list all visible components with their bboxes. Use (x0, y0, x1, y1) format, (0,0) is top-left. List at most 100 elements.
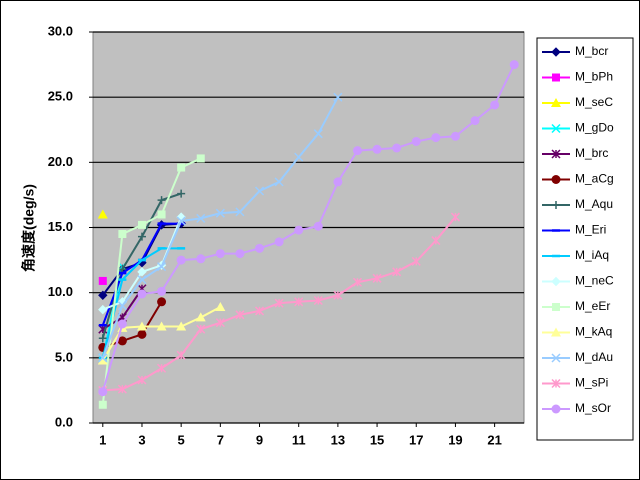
legend-marker (551, 378, 561, 389)
data-point (137, 267, 147, 277)
data-point (392, 143, 402, 153)
data-point (176, 350, 186, 360)
data-point (255, 243, 265, 253)
data-point (118, 230, 127, 239)
data-point (215, 208, 225, 218)
data-point (215, 302, 226, 312)
data-point (176, 216, 186, 226)
data-point (177, 189, 186, 198)
legend-label: M_eEr (575, 299, 610, 313)
legend-label: M_dAu (575, 350, 613, 364)
data-point (156, 321, 167, 331)
legend-label: M_Aqu (575, 197, 613, 211)
data-point (274, 237, 284, 247)
data-point (372, 273, 382, 283)
series-line (101, 64, 516, 392)
data-point (411, 136, 421, 146)
data-point (137, 375, 147, 385)
data-point (117, 384, 127, 394)
legend-label: M_aCg (575, 172, 614, 186)
data-point (196, 154, 205, 163)
y-axis-label: 角速度(deg/s) (21, 184, 37, 272)
data-point (490, 100, 500, 110)
legend-marker (551, 327, 561, 337)
y-tick-label: 5.0 (55, 349, 73, 364)
data-point (313, 129, 323, 139)
data-point (235, 249, 245, 259)
legend-label: M_sPi (575, 376, 608, 390)
data-point (411, 256, 421, 266)
legend-label: M_iAq (575, 248, 609, 262)
data-point (196, 254, 206, 264)
data-point (215, 318, 225, 328)
legend-label: M_bPh (575, 70, 613, 84)
data-point (294, 152, 304, 162)
data-point (215, 249, 225, 259)
legend-label: M_kAq (575, 325, 612, 339)
data-point (98, 387, 108, 397)
data-point (98, 276, 107, 285)
data-point (157, 297, 167, 307)
data-point (117, 301, 127, 311)
data-point (176, 255, 186, 265)
data-point (313, 221, 323, 231)
data-point (470, 116, 480, 126)
legend-label: M_Eri (575, 223, 606, 237)
data-point (98, 400, 107, 409)
data-point (196, 213, 206, 223)
legend-marker (551, 353, 561, 363)
legend-marker (551, 47, 561, 57)
y-tick-label: 0.0 (55, 414, 73, 429)
legend-marker (551, 149, 561, 159)
data-point (509, 60, 519, 70)
data-point (176, 321, 187, 331)
data-point (98, 290, 108, 300)
data-point (137, 232, 146, 241)
y-tick-label: 10.0 (48, 284, 73, 299)
data-point (157, 210, 166, 219)
data-point (352, 146, 362, 156)
x-tick-label: 13 (331, 432, 345, 447)
legend-marker (551, 276, 561, 287)
data-point (431, 236, 441, 246)
data-point (98, 334, 107, 343)
data-point (333, 177, 343, 187)
data-point (372, 144, 382, 154)
data-point (294, 297, 304, 307)
y-tick-label: 20.0 (48, 154, 73, 169)
x-tick-label: 1 (99, 432, 106, 447)
x-tick-label: 7 (217, 432, 224, 447)
data-point (97, 355, 108, 365)
legend-marker (552, 201, 560, 209)
data-point (157, 262, 167, 272)
data-point (157, 363, 167, 373)
data-point (450, 131, 460, 141)
legend-label: M_seC (575, 95, 613, 109)
data-point (235, 310, 245, 320)
legend-label: M_sOr (575, 401, 611, 415)
data-point (137, 289, 147, 299)
legend-marker (552, 303, 560, 311)
data-point (137, 220, 146, 229)
data-point (136, 321, 147, 331)
legend-marker (551, 404, 561, 414)
data-point (333, 290, 343, 300)
legend-label: M_neC (575, 274, 614, 288)
data-point (294, 225, 304, 235)
data-point (117, 319, 127, 329)
legend-marker (551, 175, 561, 184)
data-point (137, 329, 147, 339)
data-point (137, 275, 147, 285)
x-tick-label: 19 (448, 432, 462, 447)
y-tick-label: 30.0 (48, 23, 73, 38)
data-point (196, 324, 206, 334)
legend-label: M_bcr (575, 44, 608, 58)
data-point (352, 277, 363, 287)
data-point (157, 196, 166, 205)
x-tick-label: 17 (409, 432, 423, 447)
data-point (431, 133, 441, 143)
legend-marker (551, 123, 561, 134)
x-tick-label: 21 (487, 432, 501, 447)
x-tick-label: 3 (138, 432, 145, 447)
y-tick-label: 15.0 (48, 219, 73, 234)
